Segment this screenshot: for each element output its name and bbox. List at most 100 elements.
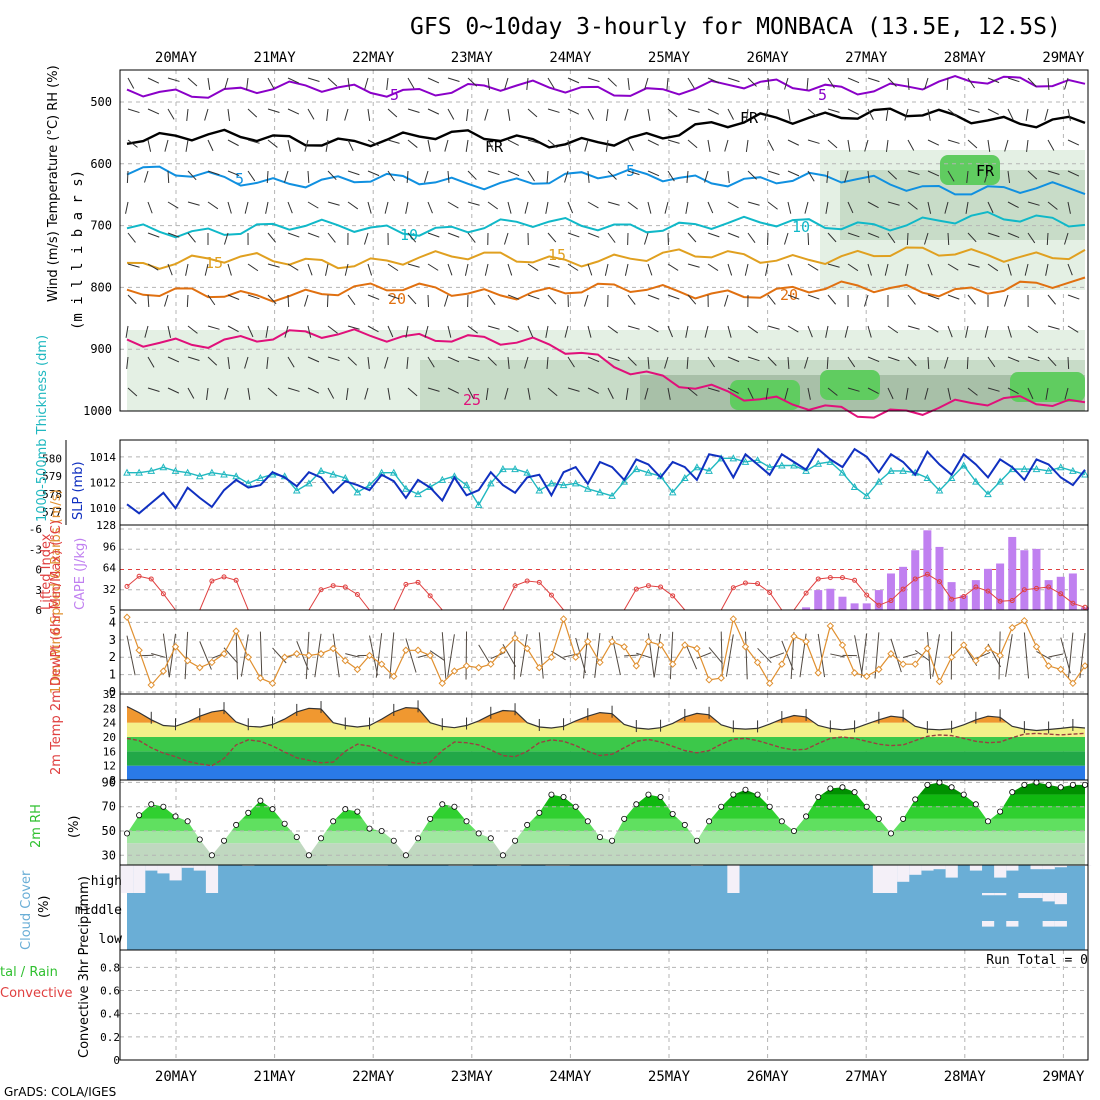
wind-barb — [926, 632, 932, 679]
wind-barb — [627, 77, 630, 90]
wind-barb — [487, 325, 500, 330]
rh-point — [548, 791, 555, 798]
wind-speed-point — [280, 653, 289, 661]
wind-barb — [466, 108, 469, 121]
lifted-index-point — [767, 589, 773, 595]
thickness-point — [402, 484, 410, 492]
wind-barb — [607, 387, 614, 399]
day-label-top: 28MAY — [944, 50, 987, 66]
wind-barb — [296, 641, 309, 670]
wind-barb — [1045, 263, 1049, 276]
wind-speed-point — [438, 679, 446, 688]
wind-barb — [407, 77, 415, 89]
wind-barb — [687, 387, 698, 396]
wind-barb — [667, 263, 679, 271]
wind-barb — [744, 263, 749, 276]
rh-band — [127, 831, 1085, 844]
precip-tick-label: 0.6 — [100, 985, 120, 998]
wind-barb — [594, 633, 601, 678]
temp-tick-label: 12 — [103, 760, 116, 773]
wind-barb — [185, 139, 189, 152]
wind-barb — [767, 356, 777, 366]
wind-barb — [484, 263, 489, 276]
wind-barb — [367, 108, 371, 121]
wind-barb — [344, 108, 349, 121]
wind-barb — [126, 170, 129, 184]
wind-barb — [907, 325, 920, 330]
wind-speed-point — [571, 653, 580, 661]
wind-barb — [199, 641, 212, 670]
thickness-point — [159, 463, 168, 471]
wind-barb — [184, 631, 189, 680]
wind-speed-point — [826, 622, 835, 630]
contour-label: 5 — [390, 86, 399, 104]
wind-barb — [519, 634, 528, 677]
wind-barb — [667, 325, 673, 338]
wind-barb — [686, 170, 689, 183]
lifted-index-point — [1058, 591, 1064, 597]
wind-barb — [207, 139, 214, 152]
wind-barb — [247, 294, 260, 300]
wind-speed-point — [996, 651, 1004, 660]
wind-barb — [1007, 232, 1020, 238]
wind-barb — [441, 632, 447, 679]
wind-barb — [187, 170, 197, 181]
rh-point — [451, 803, 458, 810]
wind-barb — [144, 325, 149, 338]
wind-barb — [427, 294, 430, 308]
wind-barb — [167, 387, 180, 394]
cloud-bar-high — [133, 865, 146, 893]
wind-barb — [947, 170, 955, 182]
wind-speed-point — [729, 615, 738, 623]
contour-label: 5 — [235, 170, 244, 188]
wind-speed-point — [499, 646, 507, 654]
temp-band — [127, 751, 1085, 766]
pressure-tick-label: 700 — [90, 219, 112, 233]
wind-barb — [327, 77, 338, 87]
wind-barb — [367, 294, 380, 300]
wind-barb — [167, 77, 180, 82]
wind-barb — [204, 263, 209, 276]
cape-bar — [1081, 607, 1089, 610]
wind-barb — [307, 77, 320, 82]
contour-label: 5 — [818, 86, 827, 104]
wind-barb — [204, 108, 209, 121]
day-label-top: 25MAY — [648, 50, 691, 66]
wind-barb — [389, 632, 395, 679]
wind-barb — [367, 263, 373, 276]
thickness-point — [632, 465, 641, 473]
wind-barb — [947, 232, 950, 246]
wind-barb — [547, 263, 560, 268]
lifted-index-point — [548, 592, 554, 598]
wind-speed-point — [802, 637, 810, 646]
wind-barb — [387, 294, 400, 300]
wind-barb — [884, 263, 889, 276]
lifted-index-point — [864, 592, 870, 598]
rh-band — [127, 818, 1085, 831]
wind-barb — [647, 294, 660, 300]
li-tick-label: -6 — [29, 523, 42, 536]
wind-barb — [427, 356, 435, 368]
rh-point — [512, 837, 519, 844]
wind-barb — [424, 170, 429, 183]
wind-barb — [567, 77, 580, 84]
wind-barb — [707, 77, 720, 84]
cloud-bar-high — [1042, 865, 1055, 870]
wind-barb — [487, 139, 494, 151]
thickness-point — [220, 470, 228, 478]
thickness-point — [947, 473, 956, 482]
wind-barb — [927, 170, 940, 177]
day-label-bottom: 27MAY — [845, 1069, 888, 1085]
wind-barb — [527, 325, 534, 338]
wind-barb — [407, 232, 417, 243]
temp-tick-label: 16 — [103, 745, 116, 758]
wind-speed-point — [147, 681, 155, 689]
wind-barb — [567, 108, 580, 115]
lifted-index-point — [160, 591, 166, 597]
rh-point — [693, 837, 700, 844]
rh-point — [706, 818, 713, 825]
rh-point — [560, 794, 567, 801]
wind-barb — [405, 638, 417, 673]
